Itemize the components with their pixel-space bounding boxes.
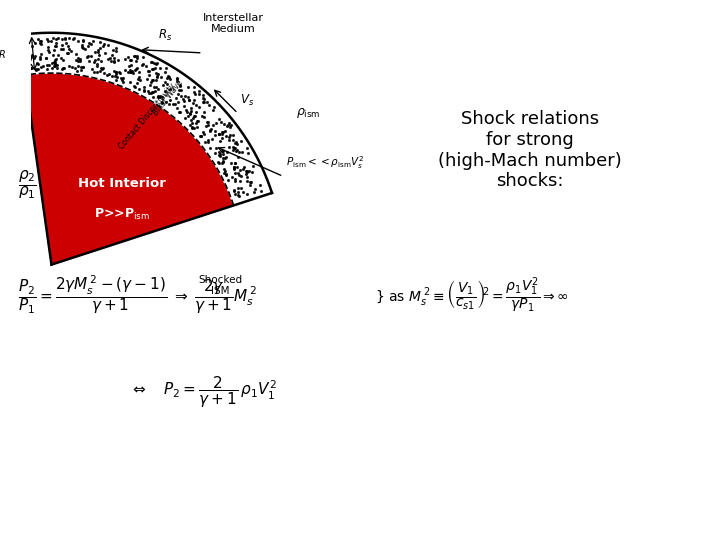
Text: $\}\ \mathrm{as}\ M_s^{\,2} \equiv \left(\dfrac{V_1}{c_{s1}}\right)^{\!\!2}= \df: $\}\ \mathrm{as}\ M_s^{\,2} \equiv \left… (375, 275, 569, 315)
Text: Shocked
ISM: Shocked ISM (198, 275, 243, 296)
Polygon shape (24, 73, 233, 265)
Text: $\dfrac{P_2}{P_1} = \dfrac{2\gamma M_s^{\,2}-(\gamma-1)}{\gamma+1}$$\;\Rightarro: $\dfrac{P_2}{P_1} = \dfrac{2\gamma M_s^{… (18, 274, 257, 316)
Text: $V_s$: $V_s$ (240, 93, 255, 109)
Text: $P_{\rm ism}<<\rho_{\rm ism}V_s^2$: $P_{\rm ism}<<\rho_{\rm ism}V_s^2$ (286, 154, 364, 171)
Text: $R_s$: $R_s$ (158, 28, 172, 43)
Text: $\rho_{\rm ism}$: $\rho_{\rm ism}$ (296, 106, 320, 120)
Text: $\dfrac{\rho_2}{\rho_1} = \dfrac{(\gamma+1)M_s^{\,2}}{(\gamma-1)M_s^{\,2}+2}$$\;: $\dfrac{\rho_2}{\rho_1} = \dfrac{(\gamma… (18, 161, 225, 208)
Text: Hot Interior: Hot Interior (78, 178, 166, 191)
Text: Shock relations
for strong
(high-Mach number)
shocks:: Shock relations for strong (high-Mach nu… (438, 110, 622, 191)
Polygon shape (19, 33, 272, 205)
Text: $\Delta R$: $\Delta R$ (0, 48, 6, 60)
Text: Blast Wave: Blast Wave (152, 78, 185, 117)
Text: Contact Discontinuity: Contact Discontinuity (117, 82, 178, 151)
Text: Interstellar
Medium: Interstellar Medium (202, 12, 264, 34)
Text: $\Leftrightarrow\quad P_2 = \dfrac{2}{\gamma+1}\,\rho_1 V_1^2$: $\Leftrightarrow\quad P_2 = \dfrac{2}{\g… (130, 374, 276, 410)
Text: P>>P$_{\rm ism}$: P>>P$_{\rm ism}$ (94, 207, 150, 222)
